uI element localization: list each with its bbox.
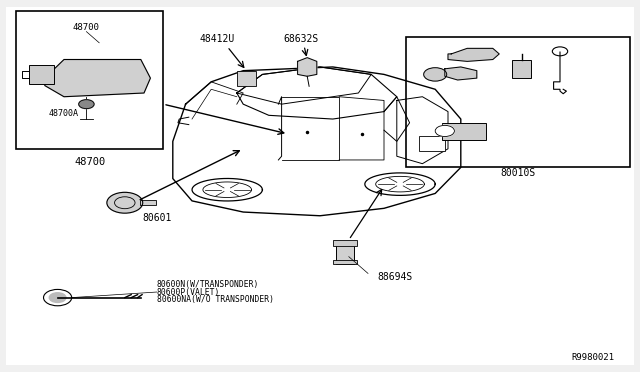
- Polygon shape: [298, 58, 317, 76]
- Polygon shape: [448, 48, 499, 61]
- Bar: [140, 200, 156, 205]
- Text: 80600P(VALET): 80600P(VALET): [157, 288, 220, 296]
- Bar: [442, 123, 486, 140]
- Text: 80600NA(W/O TRANSPONDER): 80600NA(W/O TRANSPONDER): [157, 295, 274, 304]
- Circle shape: [424, 68, 447, 81]
- Text: 48700: 48700: [74, 157, 105, 167]
- Bar: [29, 65, 54, 84]
- Circle shape: [79, 100, 94, 109]
- Text: 48412U: 48412U: [200, 34, 236, 44]
- Bar: [406, 37, 630, 167]
- Bar: [16, 11, 163, 149]
- Text: 80601: 80601: [142, 213, 172, 222]
- Bar: [333, 260, 357, 264]
- Text: 48700: 48700: [73, 23, 100, 32]
- Text: 68632S: 68632S: [283, 34, 319, 44]
- Circle shape: [435, 125, 454, 137]
- Text: R9980021: R9980021: [572, 353, 614, 362]
- Circle shape: [49, 293, 66, 302]
- Text: 48700A: 48700A: [49, 109, 79, 118]
- Bar: [512, 60, 531, 78]
- Text: 80010S: 80010S: [500, 168, 536, 178]
- Text: 88694S: 88694S: [378, 272, 413, 282]
- Bar: [237, 71, 256, 86]
- Bar: [333, 240, 357, 246]
- Circle shape: [107, 192, 143, 213]
- Bar: [419, 136, 445, 151]
- Bar: [336, 242, 354, 264]
- Text: 80600N(W/TRANSPONDER): 80600N(W/TRANSPONDER): [157, 280, 259, 289]
- Polygon shape: [445, 67, 477, 80]
- Polygon shape: [45, 60, 150, 97]
